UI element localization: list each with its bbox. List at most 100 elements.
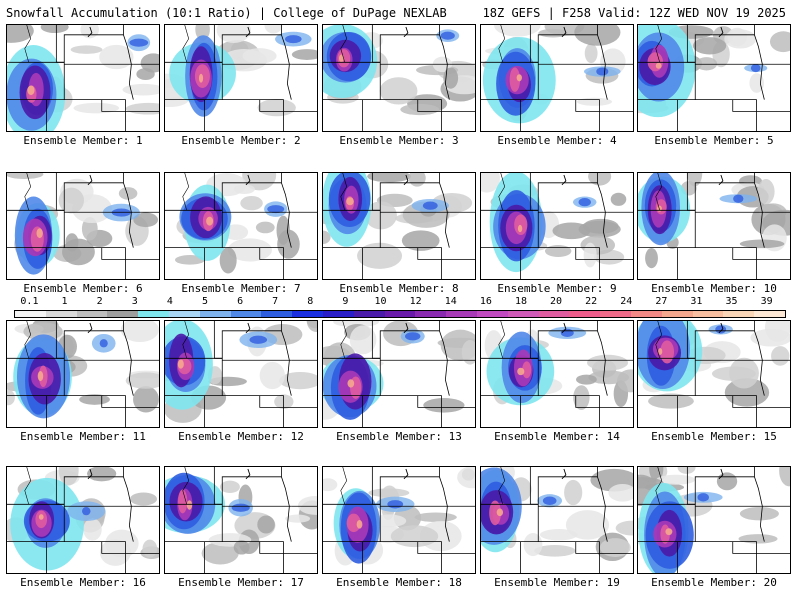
model-valid-time: 18Z GEFS | F258 Valid: 12Z WED NOV 19 20… [482, 6, 786, 20]
ensemble-member-label: Ensemble Member: 15 [651, 430, 777, 443]
colorbar-swatch [754, 311, 785, 317]
colorbar-tick-label: 12 [409, 296, 422, 307]
colorbar-swatch [353, 311, 385, 317]
colorbar-tick-label: 8 [307, 296, 314, 307]
colorbar-swatch [384, 311, 416, 317]
colorbar-swatch [107, 311, 139, 317]
colorbar-tick-label: 20 [549, 296, 563, 307]
colorbar-swatch [15, 311, 46, 317]
ensemble-member-label: Ensemble Member: 4 [497, 134, 617, 147]
snowfall-map-svg [323, 25, 475, 131]
colorbar-swatch [538, 311, 570, 317]
ensemble-member-map [6, 172, 160, 280]
colorbar-tick-label: 0.1 [20, 296, 39, 307]
ensemble-member-label: Ensemble Member: 16 [20, 576, 146, 589]
ensemble-member-map [6, 24, 160, 132]
snowfall-map-svg [481, 321, 633, 427]
snowfall-map-svg [165, 321, 317, 427]
snowfall-map-svg [165, 173, 317, 279]
ensemble-member-label: Ensemble Member: 3 [339, 134, 459, 147]
ensemble-member-map [480, 172, 634, 280]
ensemble-member-map [322, 172, 476, 280]
colorbar-swatch [199, 311, 231, 317]
colorbar-swatch [476, 311, 508, 317]
ensemble-member-label: Ensemble Member: 1 [23, 134, 143, 147]
snowfall-map-svg [165, 467, 317, 573]
colorbar-swatch [630, 311, 662, 317]
colorbar-tick-label: 24 [620, 296, 633, 307]
colorbar-tick-label: 10 [374, 296, 387, 307]
colorbar-swatch [230, 311, 262, 317]
colorbar-swatch [415, 311, 447, 317]
ensemble-member-label: Ensemble Member: 19 [494, 576, 620, 589]
colorbar-swatch [661, 311, 693, 317]
ensemble-member-label: Ensemble Member: 8 [339, 282, 459, 295]
ensemble-member-label: Ensemble Member: 5 [654, 134, 774, 147]
colorbar-swatch [446, 311, 477, 317]
colorbar-swatch [723, 311, 755, 317]
colorbar-tick-label: 3 [131, 296, 138, 307]
colorbar-tick-label: 31 [690, 296, 703, 307]
snowfall-map-svg [7, 173, 159, 279]
ensemble-member-label: Ensemble Member: 17 [178, 576, 304, 589]
snowfall-colorbar [14, 310, 786, 318]
ensemble-member-map [322, 466, 476, 574]
ensemble-member-map [637, 320, 791, 428]
colorbar-swatch [322, 311, 354, 317]
ensemble-member-label: Ensemble Member: 20 [651, 576, 777, 589]
ensemble-member-map [6, 466, 160, 574]
snowfall-map-svg [481, 173, 633, 279]
map-title: Snowfall Accumulation (10:1 Ratio) | Col… [6, 6, 447, 20]
colorbar-swatch [292, 311, 323, 317]
ensemble-member-label: Ensemble Member: 6 [23, 282, 143, 295]
colorbar-labels: 0.1 1 2 3 4 5 6 7 8 9 10 12 14 16 18 20 22 24 27 31 35 39 [14, 296, 786, 308]
snowfall-map-svg [638, 467, 790, 573]
ensemble-member-map [480, 466, 634, 574]
snowfall-map-svg [165, 25, 317, 131]
colorbar-swatch [600, 311, 631, 317]
colorbar-tick-label: 4 [166, 296, 173, 307]
ensemble-member-label: Ensemble Member: 11 [20, 430, 146, 443]
ensemble-member-label: Ensemble Member: 10 [651, 282, 777, 295]
ensemble-member-map [164, 466, 318, 574]
snowfall-map-svg [638, 173, 790, 279]
ensemble-member-label: Ensemble Member: 12 [178, 430, 304, 443]
ensemble-member-map [322, 24, 476, 132]
snowfall-map-svg [7, 467, 159, 573]
ensemble-member-label: Ensemble Member: 7 [181, 282, 301, 295]
snowfall-map-svg [323, 173, 475, 279]
colorbar-swatch [45, 311, 77, 317]
ensemble-member-label: Ensemble Member: 14 [494, 430, 620, 443]
snowfall-map-svg [7, 25, 159, 131]
colorbar-tick-label: 18 [514, 296, 527, 307]
ensemble-member-map [164, 320, 318, 428]
snowfall-map-svg [638, 25, 790, 131]
colorbar-swatch [168, 311, 200, 317]
ensemble-member-map [637, 466, 791, 574]
ensemble-member-map [480, 320, 634, 428]
colorbar-tick-label: 1 [61, 296, 68, 307]
snowfall-map-svg [7, 321, 159, 427]
ensemble-member-map [164, 172, 318, 280]
colorbar-tick-label: 7 [272, 296, 279, 307]
colorbar-tick-label: 6 [237, 296, 244, 307]
colorbar-tick-label: 9 [342, 296, 349, 307]
snowfall-map-svg [323, 467, 475, 573]
colorbar-tick-label: 2 [96, 296, 103, 307]
ensemble-member-map [480, 24, 634, 132]
colorbar-tick-label: 35 [725, 296, 738, 307]
snowfall-map-svg [323, 321, 475, 427]
colorbar-tick-label: 14 [444, 296, 457, 307]
snowfall-map-svg [638, 321, 790, 427]
ensemble-member-label: Ensemble Member: 2 [181, 134, 301, 147]
ensemble-member-map [6, 320, 160, 428]
colorbar-tick-label: 27 [655, 296, 668, 307]
colorbar-swatch [507, 311, 539, 317]
colorbar-tick-label: 39 [760, 296, 773, 307]
colorbar-swatch [76, 311, 108, 317]
snowfall-map-svg [481, 467, 633, 573]
ensemble-member-label: Ensemble Member: 13 [336, 430, 462, 443]
ensemble-member-map [322, 320, 476, 428]
ensemble-member-label: Ensemble Member: 9 [497, 282, 617, 295]
ensemble-member-map [637, 172, 791, 280]
